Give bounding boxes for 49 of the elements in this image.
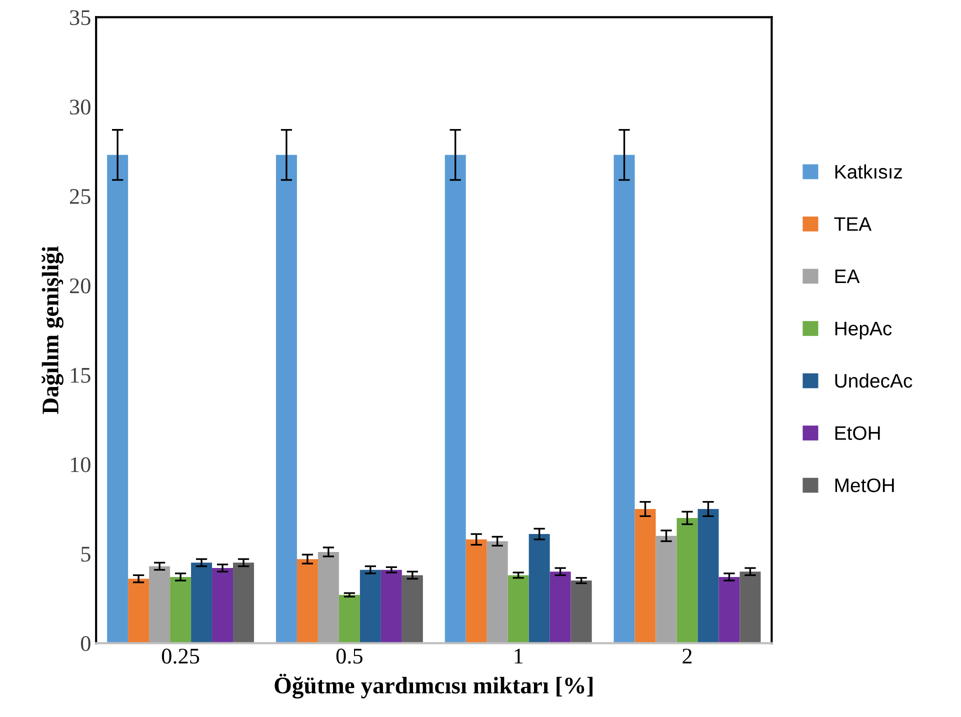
bar xyxy=(550,572,571,644)
x-tick-label: 0.25 xyxy=(162,648,200,664)
bar xyxy=(149,566,170,644)
bar xyxy=(486,541,508,644)
bar xyxy=(212,568,234,644)
y-tick-label: 35 xyxy=(70,10,90,26)
bar xyxy=(614,154,635,644)
bar xyxy=(360,570,381,644)
y-tick-label: 0 xyxy=(80,636,90,652)
y-tick-label: 10 xyxy=(70,457,90,472)
bar xyxy=(191,562,212,644)
bar xyxy=(634,509,656,644)
y-tick-label: 20 xyxy=(70,278,90,294)
y-tick-label: 30 xyxy=(70,100,90,115)
bar xyxy=(107,154,128,644)
bar xyxy=(338,594,360,644)
x-tick-label: 2 xyxy=(682,648,692,664)
x-tick-label: 0.5 xyxy=(336,648,362,664)
bar xyxy=(570,580,592,644)
bar xyxy=(296,559,318,644)
x-axis-title: Öğütme yardımcısı miktarı [%] xyxy=(274,674,592,699)
y-tick-label: 25 xyxy=(70,189,90,204)
y-tick-label: 15 xyxy=(70,368,90,383)
y-tick-label: 5 xyxy=(81,546,90,562)
bar xyxy=(170,576,192,644)
legend-label: MetOH xyxy=(835,478,894,492)
bar xyxy=(128,578,150,644)
bar xyxy=(380,570,402,644)
bar xyxy=(233,562,254,644)
x-tick-label: 1 xyxy=(514,648,523,664)
legend-label: HepAc xyxy=(835,322,892,340)
legend-label: EA xyxy=(835,270,860,283)
bar xyxy=(698,509,719,644)
bar xyxy=(318,552,339,644)
bar xyxy=(676,518,698,644)
bar xyxy=(656,536,677,644)
bar xyxy=(718,576,740,644)
legend-label: EtOH xyxy=(835,426,880,440)
y-axis-title: Dağılım genişliği xyxy=(42,246,64,414)
legend-label: UndecAc xyxy=(835,373,912,388)
bar xyxy=(276,154,297,644)
bar xyxy=(402,575,423,644)
legend-label: Katkısız xyxy=(835,164,902,179)
bar xyxy=(740,572,761,644)
bar xyxy=(444,154,466,644)
bar xyxy=(508,575,529,644)
legend-label: TEA xyxy=(834,217,872,231)
bar xyxy=(528,534,550,644)
bar xyxy=(466,539,487,644)
